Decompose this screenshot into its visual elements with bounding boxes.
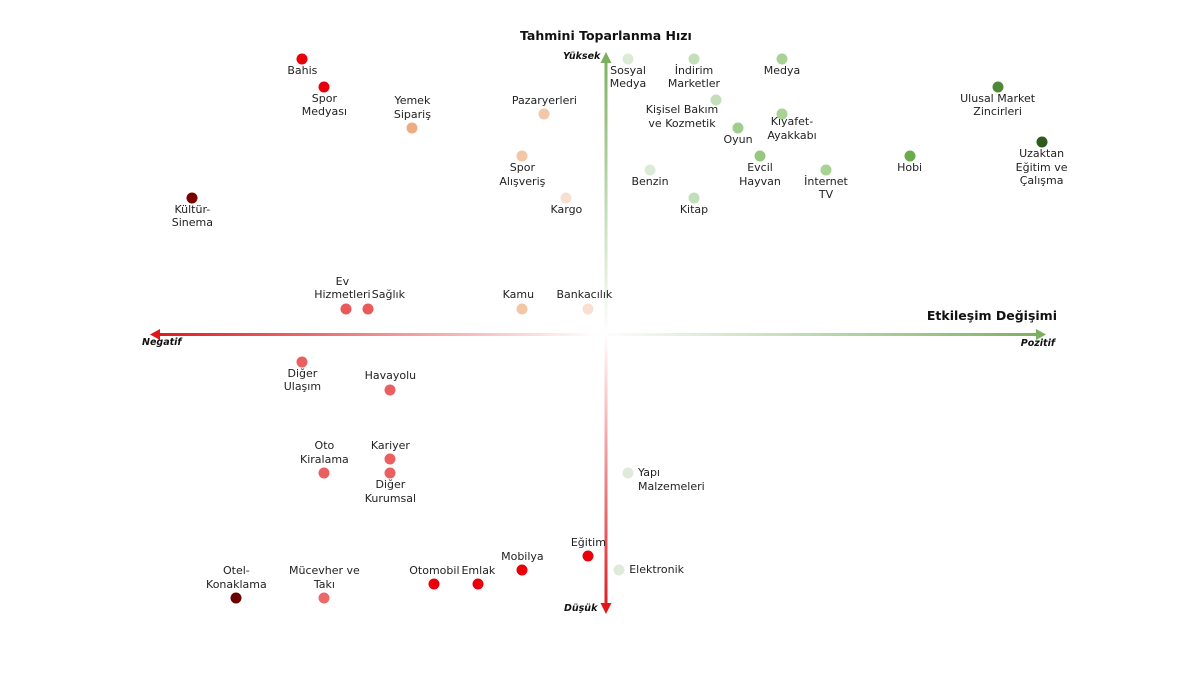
data-point-label: Elektronik [629, 563, 685, 577]
y-axis-pos-arrow [600, 52, 612, 63]
data-point [904, 150, 916, 162]
data-point [340, 303, 352, 315]
data-point-label: Mücevher ve Takı [288, 564, 360, 591]
data-point-label: Evcil Hayvan [739, 161, 781, 188]
data-point [732, 122, 744, 134]
data-point [384, 453, 396, 465]
data-point-label: Spor Alışveriş [499, 161, 546, 188]
data-point-label: Ulusal Market Zincirleri [960, 91, 1036, 119]
data-point [582, 550, 594, 562]
data-point-label: Oto Kiralama [299, 439, 349, 466]
x-axis-neg-arrow [150, 329, 160, 340]
data-point-label: Kişisel Bakım ve Kozmetik [645, 103, 719, 130]
data-point [622, 53, 634, 65]
data-point-label: Emlak [461, 563, 496, 577]
data-point [428, 578, 440, 590]
data-point-label: Benzin [631, 174, 669, 188]
y-axis-line [604, 62, 608, 605]
data-point [710, 94, 722, 106]
data-point [776, 53, 788, 65]
data-point [516, 150, 528, 162]
y-axis-title: Tahmini Toparlanma Hızı [520, 28, 692, 43]
y-axis-low-label: Düşük [564, 603, 598, 614]
data-point [560, 192, 572, 204]
x-axis-pos-arrow [1036, 329, 1046, 340]
y-axis-neg-arrow [600, 603, 612, 614]
data-point-label: Diğer Ulaşım [283, 366, 322, 394]
data-point-label: Oyun [723, 133, 753, 147]
data-point-label: Bahis [287, 63, 318, 77]
data-point [384, 384, 396, 396]
data-point-label: İndirim Marketler [667, 63, 721, 91]
data-point-label: Bankacılık [556, 288, 613, 302]
data-point-label: Kamu [502, 288, 535, 302]
data-point [296, 53, 308, 65]
y-axis-high-label: Yüksek [563, 51, 601, 62]
data-point-label: Pazaryerleri [511, 93, 577, 107]
data-point [613, 564, 625, 576]
x-axis-positive-label: Pozitif [1020, 338, 1055, 349]
data-point-label: Kariyer [370, 438, 410, 452]
data-point [318, 467, 330, 479]
data-point [406, 122, 418, 134]
data-point [754, 150, 766, 162]
data-point-label: Yapı Malzemeleri [638, 466, 705, 493]
data-point-label: Kitap [679, 202, 709, 216]
data-point-label: Spor Medyası [301, 91, 348, 119]
data-point [296, 356, 308, 368]
data-point-label: Eğitim [570, 535, 606, 549]
data-point [644, 164, 656, 176]
x-axis-negative-label: Negatif [142, 337, 182, 348]
data-point [582, 303, 594, 315]
data-point [688, 192, 700, 204]
data-point [318, 592, 330, 604]
data-point [538, 108, 550, 120]
data-point-label: Medya [763, 63, 801, 77]
data-point [318, 81, 330, 93]
data-point-label: Kargo [550, 202, 583, 216]
data-point-label: Yemek Sipariş [393, 94, 431, 121]
data-point [186, 192, 198, 204]
data-point [516, 303, 528, 315]
data-point-label: Otomobil [409, 563, 460, 577]
data-point-label: Mobilya [501, 549, 544, 563]
x-axis-line [156, 333, 1038, 336]
data-point-label: Ev Hizmetleri [314, 274, 371, 302]
data-point [820, 164, 832, 176]
data-point-label: Sağlık [371, 288, 405, 302]
data-point-label: Havayolu [364, 369, 417, 383]
data-point-label: Hobi [897, 161, 923, 175]
data-point [688, 53, 700, 65]
data-point-label: Otel- Konaklama [206, 564, 267, 591]
data-point-label: Kültür- Sinema [171, 202, 214, 230]
data-point [992, 81, 1004, 93]
data-point-label: Uzaktan Eğitim ve Çalışma [1015, 147, 1068, 188]
data-point [362, 303, 374, 315]
data-point-label: Kıyafet- Ayakkabı [767, 115, 817, 142]
data-point [516, 564, 528, 576]
data-point [776, 108, 788, 120]
data-point [1036, 136, 1048, 148]
data-point-label: İnternet TV [804, 174, 848, 202]
data-point [230, 592, 242, 604]
data-point-label: Sosyal Medya [609, 63, 647, 91]
data-point-label: Diğer Kurumsal [364, 478, 417, 505]
x-axis-title: Etkileşim Değişimi [926, 308, 1057, 323]
data-point [472, 578, 484, 590]
data-point [384, 467, 396, 479]
data-point [622, 467, 634, 479]
